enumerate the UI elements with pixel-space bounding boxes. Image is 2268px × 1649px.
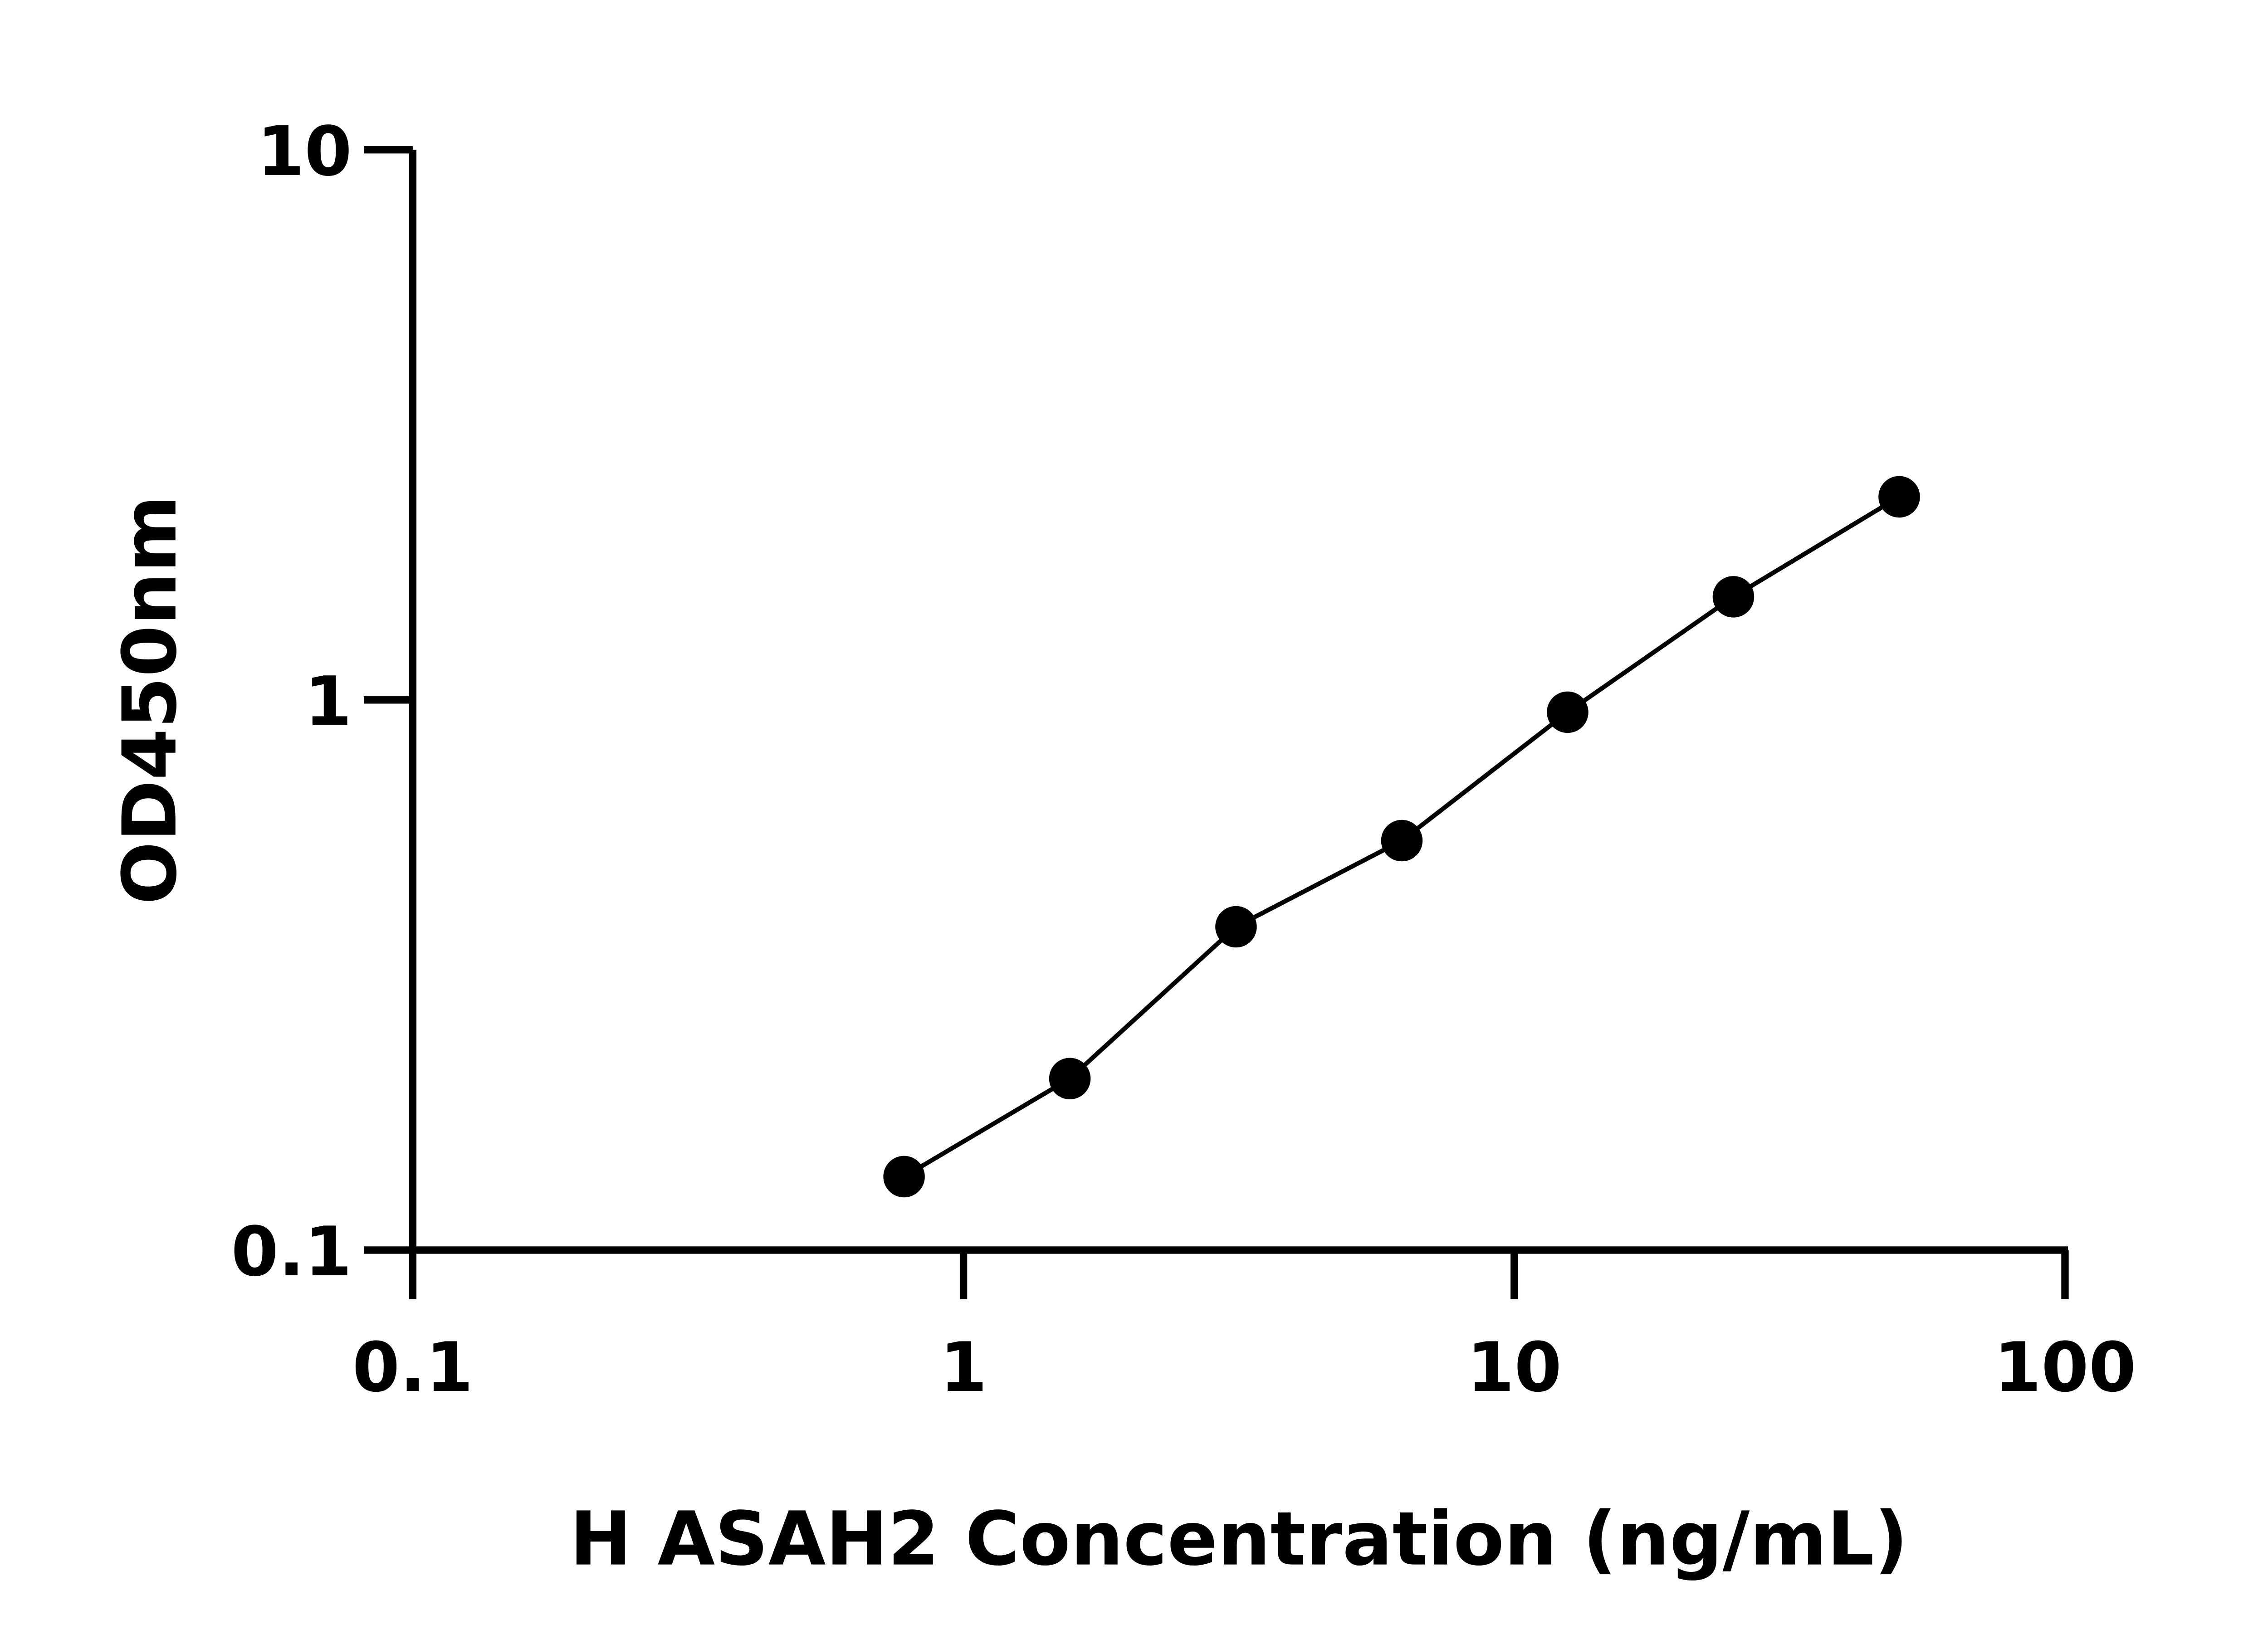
x-tick-label: 1 (940, 1328, 987, 1407)
data-point (1381, 820, 1423, 862)
data-point (1215, 906, 1257, 948)
tick-labels: 0.1 1 10 100 0.1 1 10 (231, 112, 2136, 1407)
x-tick-label: 0.1 (352, 1328, 473, 1407)
x-tick-label: 100 (1994, 1328, 2136, 1407)
y-tick-label: 0.1 (231, 1212, 352, 1292)
data-point (1712, 576, 1755, 618)
x-tick-label: 10 (1467, 1328, 1562, 1407)
data-point (1049, 1058, 1091, 1100)
y-tick-label: 1 (304, 662, 352, 742)
x-axis-label: H ASAH2 Concentration (ng/mL) (570, 1496, 1908, 1582)
data-point (883, 1156, 925, 1198)
y-axis-label: OD450nm (107, 495, 193, 905)
y-tick-label: 10 (257, 112, 352, 191)
axes (364, 146, 2069, 1299)
data-point (1547, 691, 1589, 733)
data-marks (883, 476, 1920, 1198)
data-point (1878, 476, 1920, 518)
